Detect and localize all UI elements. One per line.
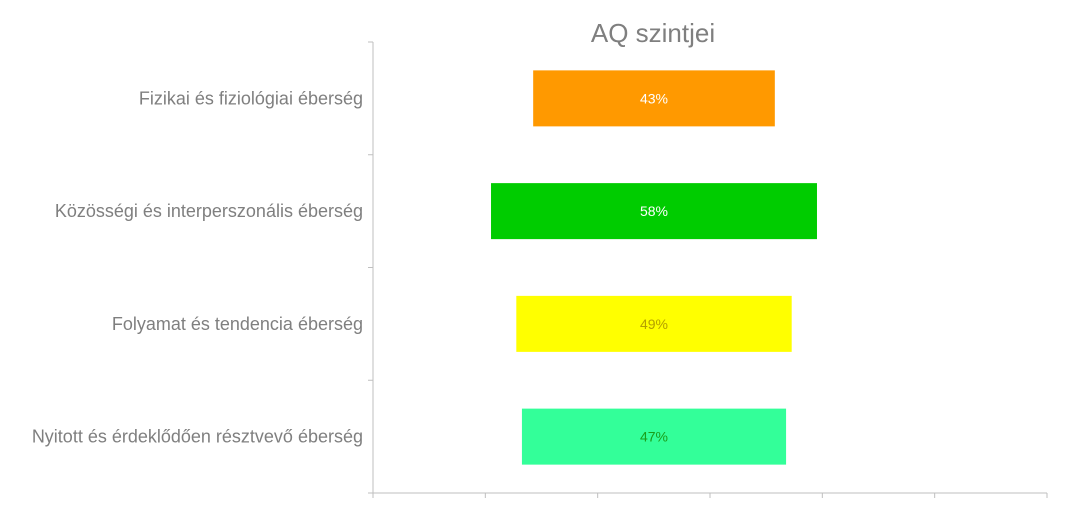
bar	[533, 70, 775, 127]
data-label: 43%	[640, 90, 668, 106]
value-labels: 43% 58% 49% 47%	[640, 90, 668, 444]
category-label: Közösségi és interperszonális éberség	[55, 201, 363, 221]
data-label: 47%	[640, 429, 668, 445]
category-label: Nyitott és érdeklődően résztvevő éberség	[32, 427, 363, 447]
data-label: 49%	[640, 316, 668, 332]
chart-title: AQ szintjei	[591, 18, 715, 48]
category-label: Fizikai és fiziológiai éberség	[139, 88, 363, 108]
data-label: 58%	[640, 203, 668, 219]
bar	[521, 408, 787, 465]
category-label: Folyamat és tendencia éberség	[112, 314, 363, 334]
category-labels: Fizikai és fiziológiai éberség Közösségi …	[32, 88, 363, 446]
bar	[516, 295, 792, 352]
bars	[491, 70, 817, 465]
axes	[368, 41, 1048, 498]
bar	[491, 183, 817, 240]
